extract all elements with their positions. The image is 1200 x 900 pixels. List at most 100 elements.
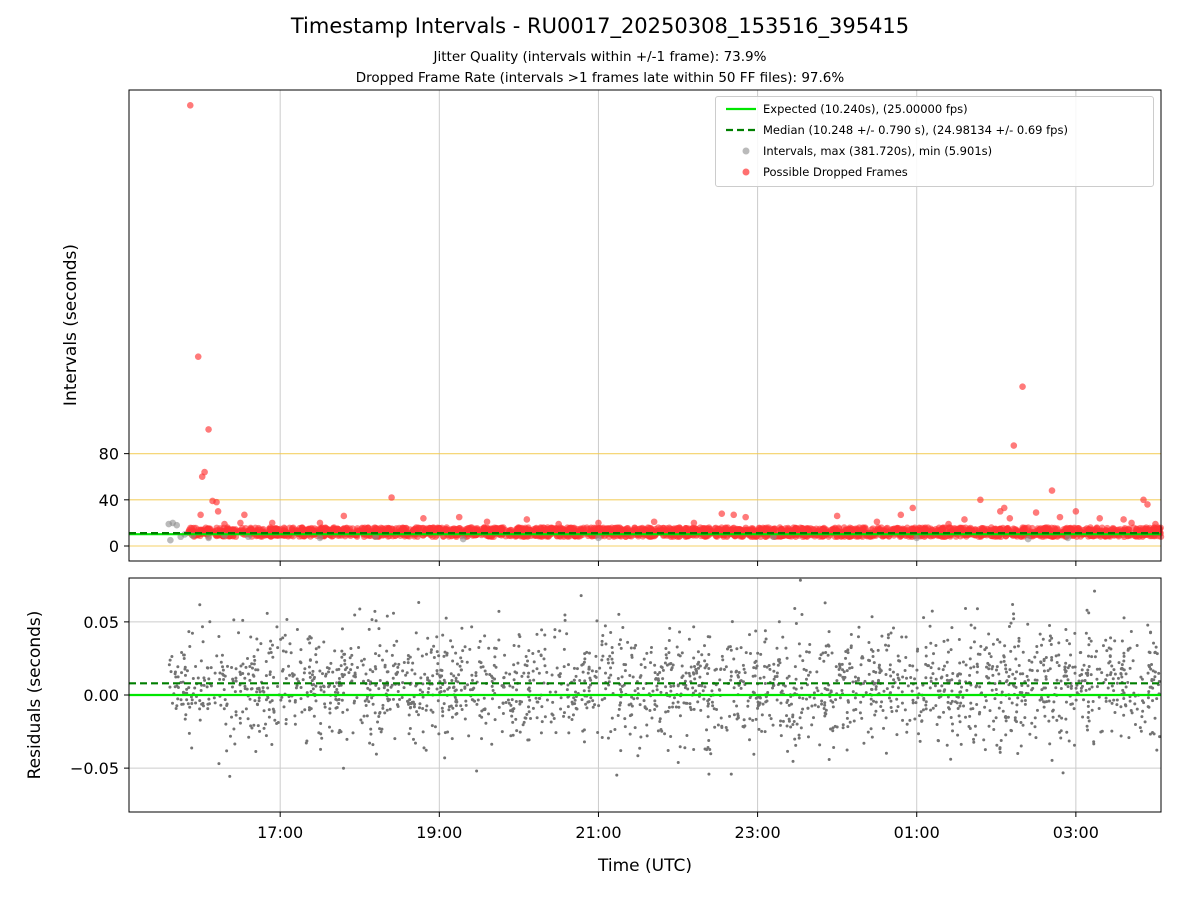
residual-point [669, 735, 673, 739]
residual-point [1063, 665, 1067, 669]
residual-point [554, 731, 558, 735]
residual-point [396, 704, 400, 708]
residual-point [1073, 671, 1077, 675]
residual-point [1097, 695, 1101, 699]
residual-point [993, 682, 997, 686]
residual-point [729, 670, 733, 674]
residual-point [961, 695, 965, 699]
residual-point [356, 665, 360, 669]
residual-point [889, 631, 893, 635]
residual-point [698, 664, 702, 668]
residual-point [572, 696, 576, 700]
residual-point [897, 678, 901, 682]
residual-point [230, 715, 234, 719]
residual-point [856, 676, 860, 680]
residual-point [535, 667, 539, 671]
residual-point [1066, 666, 1070, 670]
residual-point [1007, 697, 1011, 701]
residual-point [922, 616, 926, 620]
dropped-band-point [715, 525, 722, 533]
residual-point [514, 717, 518, 721]
residual-point [361, 679, 365, 683]
residual-point [443, 681, 447, 685]
residual-point [1028, 732, 1032, 736]
residual-point [393, 737, 397, 741]
residual-point [380, 658, 384, 662]
residual-point [188, 644, 192, 648]
residual-point [600, 735, 604, 739]
residual-point [432, 644, 436, 648]
residual-point [201, 640, 205, 644]
residual-point [386, 688, 390, 692]
residual-point [1147, 690, 1151, 694]
residual-point [1047, 719, 1051, 723]
residual-point [990, 688, 994, 692]
residual-point [452, 674, 456, 678]
residual-point [1146, 705, 1150, 709]
residual-point [638, 746, 642, 750]
residual-point [1112, 668, 1116, 672]
residual-point [965, 688, 969, 692]
residual-point [551, 713, 555, 717]
residual-point [882, 689, 886, 693]
residual-point [319, 685, 323, 689]
residual-point [311, 669, 315, 673]
residual-point [741, 725, 745, 729]
residual-point [443, 650, 447, 654]
residual-point [395, 639, 399, 643]
residual-point [1095, 667, 1099, 671]
residual-point [516, 661, 520, 665]
residual-point [1046, 669, 1050, 673]
residual-point [1133, 702, 1137, 706]
residual-point [1026, 684, 1030, 688]
residual-point [1117, 661, 1121, 665]
residual-point [729, 678, 733, 682]
residual-point [600, 698, 604, 702]
residual-point [1090, 685, 1094, 689]
residual-point [604, 687, 608, 691]
residual-point [418, 688, 422, 692]
residual-point [655, 684, 659, 688]
subtitle-jitter: Jitter Quality (intervals within +/-1 fr… [433, 49, 767, 65]
residual-point [1087, 643, 1091, 647]
residual-point [331, 670, 335, 674]
dropped-point-31 [945, 520, 952, 528]
dropped-point-0 [186, 102, 194, 109]
residual-point [315, 660, 319, 664]
residual-point [254, 668, 258, 672]
residual-point [222, 677, 226, 681]
residual-point [999, 700, 1003, 704]
residual-point [873, 713, 877, 717]
residual-point [298, 660, 302, 664]
residual-point [845, 669, 849, 673]
residual-point [317, 645, 321, 649]
residual-point [781, 635, 785, 639]
residual-point [852, 708, 856, 712]
residual-point [397, 662, 401, 666]
residual-point [678, 630, 682, 634]
residual-point [1034, 736, 1038, 740]
residual-point [342, 766, 346, 770]
dropped-band-point [521, 525, 528, 533]
residual-point [656, 677, 660, 681]
residual-point [187, 686, 191, 690]
residual-point [730, 620, 734, 624]
residual-point [340, 698, 344, 702]
dropped-band-point [1024, 524, 1032, 531]
residual-point [521, 723, 525, 727]
residual-point [1148, 732, 1152, 736]
residual-point [882, 726, 886, 730]
residual-point [661, 668, 665, 672]
residual-point [801, 659, 805, 663]
residual-point [1105, 649, 1109, 653]
residual-point [858, 711, 862, 715]
residual-point [783, 684, 787, 688]
residual-point [851, 690, 855, 694]
residual-point [1010, 701, 1014, 705]
residual-point [916, 732, 920, 736]
residual-point [377, 654, 381, 658]
residual-point [793, 665, 797, 669]
residual-point [584, 702, 588, 706]
residual-point [841, 723, 845, 727]
residual-point [243, 676, 247, 680]
